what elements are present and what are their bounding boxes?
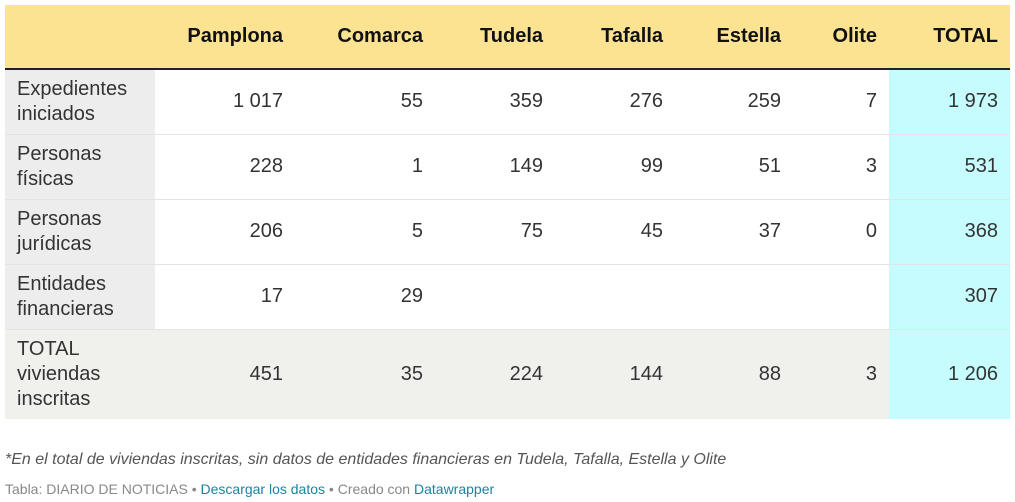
table-cell: 88 [675,329,793,419]
table-cell: 149 [509,155,543,177]
column-header-tafalla[interactable]: Tafalla [555,5,675,70]
table-cell: 75 [520,220,543,242]
table-cell: 55 [400,90,423,113]
table-corner-cell [5,5,155,70]
table-footer: Tabla: DIARIO DE NOTICIAS • Descargar lo… [5,481,494,497]
table-cell: 224 [435,329,555,419]
row-label: TOTAL viviendas inscritas [5,329,155,419]
table-cell: 35 [295,329,435,419]
table-cell [793,264,889,329]
table-cell [675,264,793,329]
column-header-comarca[interactable]: Comarca [295,5,435,70]
total-cell: 368 [889,199,1010,264]
column-header-estella[interactable]: Estella [675,5,793,70]
table-cell: 5 [411,220,423,242]
created-with-label: Creado con [337,481,414,497]
row-label: Entidades financieras [5,264,155,329]
table-header-row: Pamplona Comarca Tudela Tafalla Estella … [5,5,1010,70]
table-cell [435,264,555,329]
table-cell: 45 [640,220,663,242]
table-row: Expedientes iniciados 1 017 55 359 276 2… [5,69,1010,134]
row-label: Personas físicas [5,134,155,199]
data-table: Pamplona Comarca Tudela Tafalla Estella … [5,5,1010,419]
table-cell: 99 [640,155,663,177]
table-cell: 3 [865,155,877,177]
table-cell: 3 [793,329,889,419]
table-cell: 144 [555,329,675,419]
footer-separator: • [325,481,338,497]
row-label: Personas jurídicas [5,199,155,264]
footer-separator: • [187,481,201,497]
table-cell: 1 [411,155,423,177]
table-row: Personas jurídicas 206 5 75 45 37 0 368 [5,199,1010,264]
table-cell [555,264,675,329]
row-label: Expedientes iniciados [5,69,155,134]
table-cell: 276 [629,90,663,113]
table-note: *En el total de viviendas inscritas, sin… [5,451,727,468]
column-header-tudela[interactable]: Tudela [435,5,555,70]
source-credit: Tabla: DIARIO DE NOTICIAS [5,481,188,497]
total-cell: 1 973 [889,69,1010,134]
table-cell: 1 017 [232,90,283,113]
table-row: Personas físicas 228 1 149 99 51 3 531 [5,134,1010,199]
download-data-link[interactable]: Descargar los datos [200,481,326,497]
table-row: Entidades financieras 17 29 307 [5,264,1010,329]
table-cell: 259 [747,90,781,113]
table-cell: 29 [400,285,423,307]
total-cell: 307 [889,264,1010,329]
table-cell: 228 [249,155,283,177]
table-total-row: TOTAL viviendas inscritas 451 35 224 144… [5,329,1010,419]
table-cell: 37 [758,220,781,242]
column-header-pamplona[interactable]: Pamplona [155,5,295,70]
table-cell: 0 [865,220,877,242]
table-cell: 51 [758,155,781,177]
table-cell: 451 [155,329,295,419]
column-header-olite[interactable]: Olite [793,5,889,70]
table-cell: 7 [865,90,877,113]
column-header-total[interactable]: TOTAL [889,5,1010,70]
table-cell: 359 [509,90,543,113]
table-cell: 17 [260,285,283,307]
table-cell: 206 [249,220,283,242]
total-cell: 531 [889,134,1010,199]
datawrapper-link[interactable]: Datawrapper [414,481,495,497]
total-cell: 1 206 [889,329,1010,419]
